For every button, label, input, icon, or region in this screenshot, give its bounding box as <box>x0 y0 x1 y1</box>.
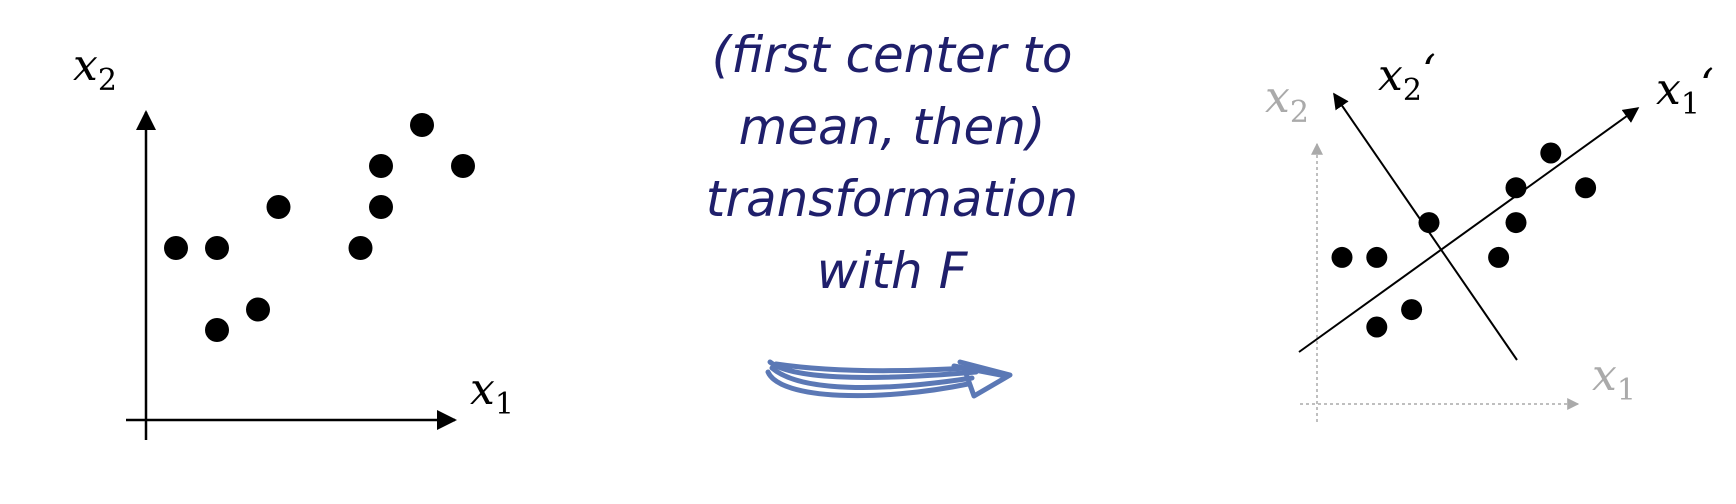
right-point-6 <box>1488 246 1510 268</box>
transformed-scatter-plot: x2 x1 x2‘ x1‘ <box>1265 46 1714 422</box>
right-point-10 <box>1575 177 1597 199</box>
left-point-5 <box>266 195 291 219</box>
right-data-points <box>1331 142 1597 338</box>
right-point-2 <box>1366 316 1388 338</box>
caption-line-3: transformation <box>706 170 1078 228</box>
left-data-points <box>164 113 475 342</box>
left-point-6 <box>348 236 373 260</box>
left-point-4 <box>246 297 270 322</box>
right-point-5 <box>1418 212 1440 234</box>
right-original-y-axis-label: x2 <box>1265 72 1309 130</box>
left-point-2 <box>205 318 229 342</box>
left-point-3 <box>205 236 229 260</box>
caption-line-2: mean, then) <box>739 98 1046 156</box>
hand-drawn-right-arrow-icon <box>765 359 1013 399</box>
left-y-axis-label: x2 <box>73 40 117 98</box>
new-x-axis <box>1298 107 1640 353</box>
left-point-7 <box>369 195 393 219</box>
left-point-8 <box>369 154 393 178</box>
caption-line-4: with F <box>817 242 969 300</box>
left-point-1 <box>164 236 188 260</box>
right-point-9 <box>1540 142 1562 164</box>
right-point-7 <box>1505 212 1527 234</box>
right-point-3 <box>1366 246 1388 268</box>
left-point-10 <box>451 154 475 178</box>
right-original-x-axis-label: x1 <box>1592 350 1636 408</box>
transformation-caption: (first center to mean, then) transformat… <box>706 26 1078 300</box>
right-point-1 <box>1331 246 1353 268</box>
right-point-8 <box>1505 177 1527 199</box>
left-point-9 <box>410 113 434 137</box>
new-x-axis-label: x1‘ <box>1656 60 1714 122</box>
original-scatter-plot: x2 x1 <box>73 40 514 440</box>
new-y-axis-label: x2‘ <box>1378 46 1436 108</box>
right-point-4 <box>1401 299 1423 321</box>
caption-line-1: (first center to <box>712 26 1073 84</box>
left-x-axis-label: x1 <box>470 364 514 422</box>
